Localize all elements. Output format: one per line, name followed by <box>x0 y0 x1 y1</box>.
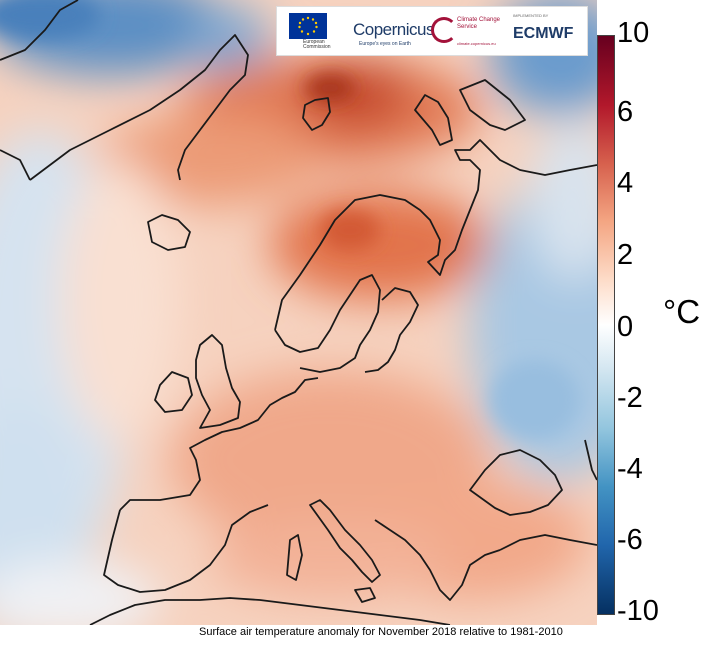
copernicus-logo: Copernicus Europe's eyes on Earth <box>349 11 435 51</box>
colorbar-tick: 6 <box>617 96 634 128</box>
coastlines <box>0 0 597 625</box>
colorbar-tick: 0 <box>617 311 634 343</box>
coastline-greenland-south <box>29 34 249 181</box>
coastline-svalbard <box>302 97 331 131</box>
map-canvas <box>0 0 597 625</box>
colorbar-gradient <box>597 35 615 615</box>
colorbar-tick: 10 <box>617 17 650 49</box>
coastline-continent <box>119 377 319 511</box>
colorbar-tick: -4 <box>617 453 643 485</box>
eu-logo-text: European Commission <box>303 39 331 50</box>
anomaly-map <box>0 0 597 625</box>
eu-flag-icon <box>289 13 327 39</box>
coastline-great-britain <box>195 334 241 429</box>
c3s-ring-icon <box>431 17 457 43</box>
coastline-greenland <box>0 0 79 61</box>
coastline-italy <box>309 499 381 583</box>
coastline-ireland <box>154 371 193 413</box>
logo-strip: European Commission Copernicus Europe's … <box>276 6 588 56</box>
colorbar-tick: -10 <box>617 595 659 627</box>
c3s-name: Climate Change Service <box>457 17 501 30</box>
coastline-black-sea <box>469 449 563 516</box>
ecmwf-name: ECMWF <box>513 25 574 42</box>
coastline-scandinavia <box>274 139 597 331</box>
eu-logo: European Commission <box>283 11 345 51</box>
coastline-iberia <box>103 504 269 593</box>
copernicus-tagline: Europe's eyes on Earth <box>359 41 411 47</box>
map-caption: Surface air temperature anomaly for Nove… <box>199 626 563 638</box>
coastline-north-africa <box>89 597 451 625</box>
ecmwf-implemented-by: IMPLEMENTED BY <box>513 13 549 18</box>
colorbar-tick: 4 <box>617 167 634 199</box>
colorbar-tick: 2 <box>617 239 634 271</box>
colorbar-tick: -2 <box>617 382 643 414</box>
c3s-url: climate.copernicus.eu <box>457 41 496 46</box>
coastline-novaya-zemlya <box>414 94 453 146</box>
coastline-balkans <box>374 519 501 601</box>
ecmwf-logo: IMPLEMENTED BY ECMWF <box>511 11 587 51</box>
colorbar-unit: °C <box>663 293 701 330</box>
coastline-iceland <box>147 214 191 251</box>
c3s-logo: Climate Change Service climate.copernicu… <box>429 11 507 51</box>
colorbar <box>597 35 615 615</box>
colorbar-tick: -6 <box>617 524 643 556</box>
copernicus-name: Copernicus <box>353 20 435 39</box>
